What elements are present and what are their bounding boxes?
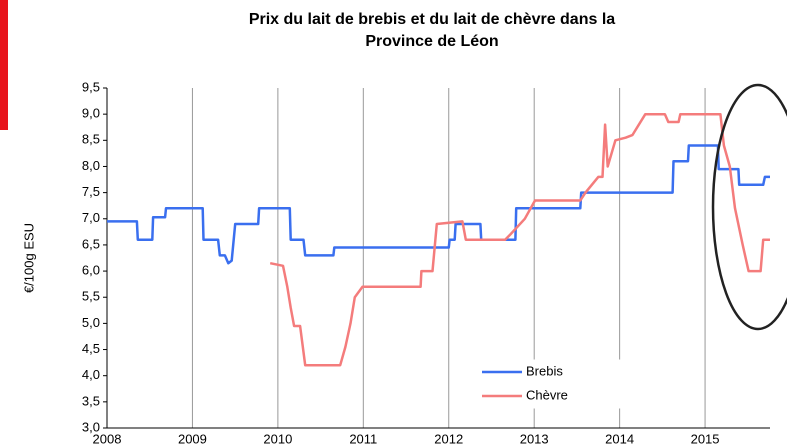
- x-tick-label: 2009: [178, 431, 207, 446]
- line: [269, 112, 770, 367]
- x-tick-label: 2013: [520, 431, 549, 446]
- y-tick-label: 7,5: [82, 184, 100, 199]
- legend-box: [469, 359, 641, 409]
- legend-label: Brebis: [526, 363, 563, 378]
- legend-label: Chèvre: [526, 387, 568, 402]
- y-tick-label: 8,0: [82, 158, 100, 173]
- y-tick-label: 3,5: [82, 393, 100, 408]
- y-tick-label: 6,5: [82, 236, 100, 251]
- y-tick-label: 8,5: [82, 132, 100, 147]
- red-bar: [0, 0, 8, 130]
- x-tick-label: 2011: [349, 431, 377, 446]
- y-tick-label: 4,0: [82, 367, 100, 382]
- x-tick-label: 2010: [263, 431, 292, 446]
- y-tick-label: 7,0: [82, 210, 100, 225]
- y-tick-label: 5,5: [82, 289, 100, 304]
- chart-title: Province de Léon: [365, 33, 498, 50]
- y-tick-label: 9,5: [82, 79, 100, 94]
- y-tick-label: 3,0: [82, 419, 100, 434]
- x-tick-label: 2012: [434, 431, 463, 446]
- x-tick-label: 2008: [93, 431, 122, 446]
- y-axis-label: €/100g ESU: [21, 223, 36, 293]
- y-tick-label: 9,0: [82, 106, 100, 121]
- x-tick-label: 2014: [605, 431, 634, 446]
- x-tick-label: 2015: [691, 431, 720, 446]
- y-tick-label: 6,0: [82, 263, 100, 278]
- line: [107, 144, 770, 265]
- annotation-ellipse: [711, 83, 787, 331]
- y-tick-label: 4,5: [82, 341, 100, 356]
- chart-title: Prix du lait de brebis et du lait de chè…: [249, 11, 615, 28]
- y-tick-label: 5,0: [82, 315, 100, 330]
